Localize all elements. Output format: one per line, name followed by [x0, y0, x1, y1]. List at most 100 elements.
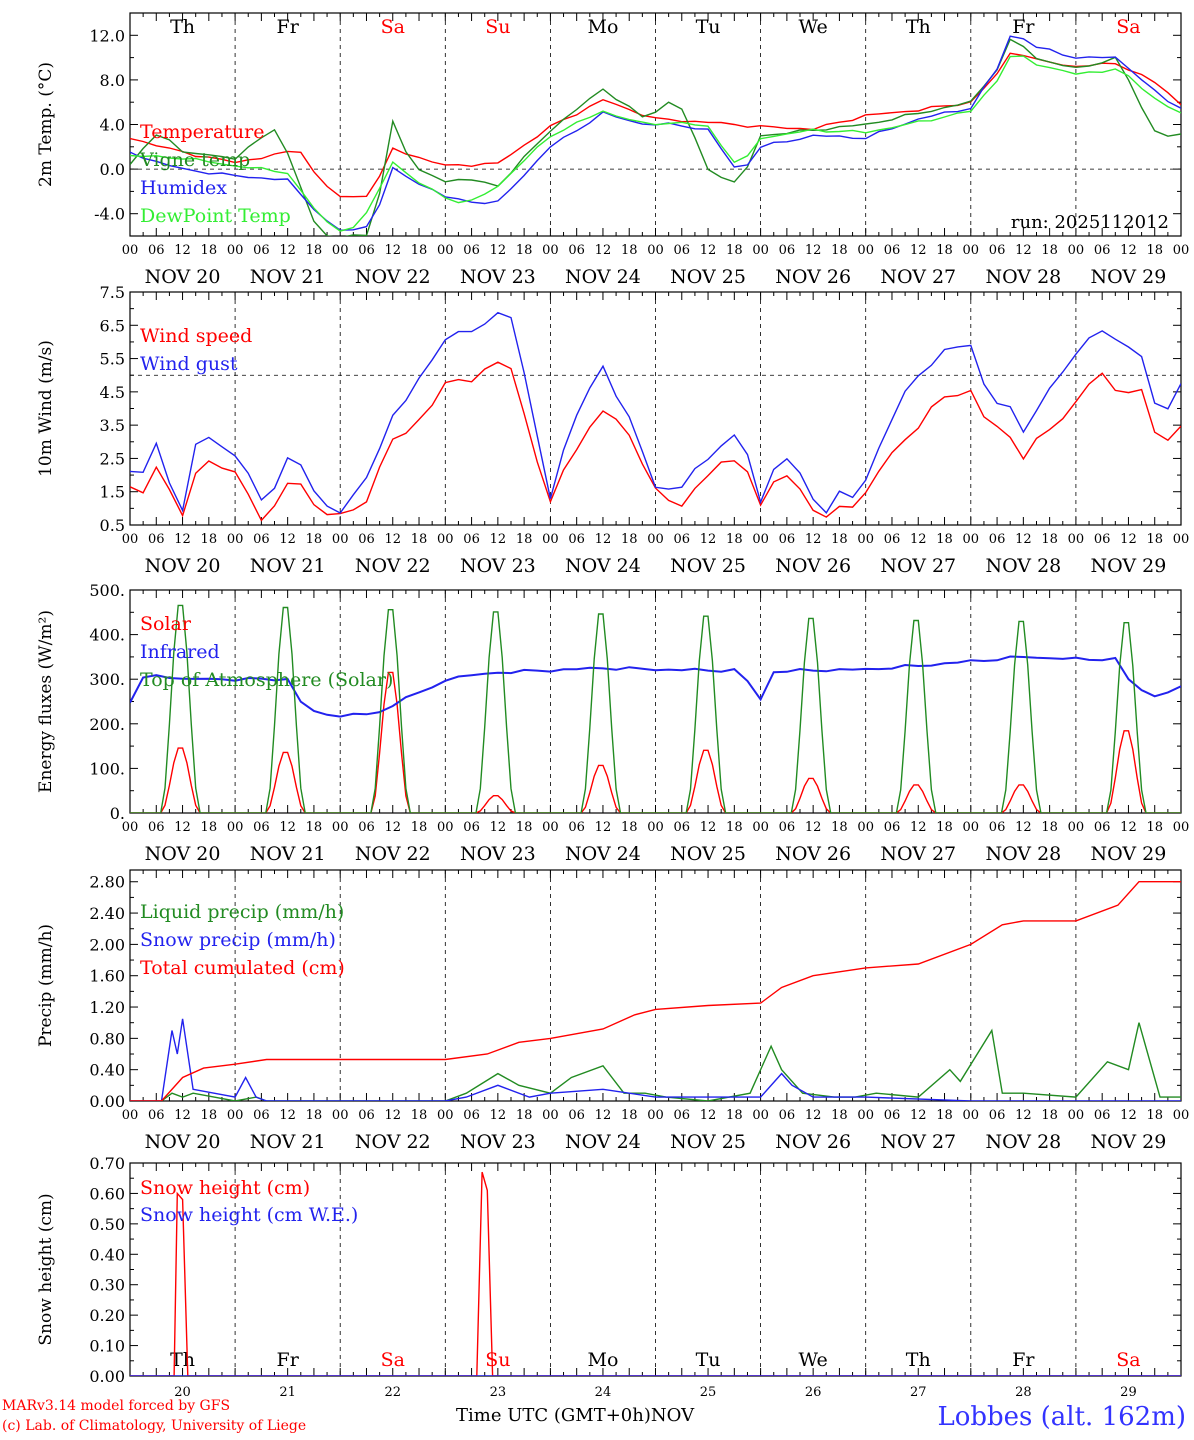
hour-label: 00 — [437, 820, 454, 835]
hour-label: 00 — [437, 243, 454, 258]
date-label: NOV 27 — [880, 266, 956, 288]
hour-label: 18 — [726, 820, 743, 835]
date-label: NOV 27 — [880, 555, 956, 577]
hour-label: 00 — [542, 820, 559, 835]
hour-label: 18 — [306, 1108, 323, 1123]
weekday-label: Th — [906, 1349, 931, 1371]
hour-label: 18 — [201, 532, 218, 547]
hour-label: 18 — [516, 1108, 533, 1123]
hour-label: 12 — [1015, 820, 1032, 835]
weekday-label: Su — [485, 16, 510, 38]
hour-label: 00 — [963, 1108, 980, 1123]
panel-temp: -4.0 0.0 4.0 8.0 12.0 2m Temp. (°C) 00 06 12 18 NO… — [36, 12, 1190, 288]
y-tick-label: 7.5 — [100, 283, 125, 302]
hour-label: 00 — [122, 532, 139, 547]
hour-label: 00 — [963, 532, 980, 547]
hour-label: 12 — [910, 820, 927, 835]
y-tick-label: 2.40 — [89, 904, 125, 923]
y-tick-label: 3.5 — [100, 416, 125, 435]
day-number-label: 27 — [910, 1385, 927, 1398]
hour-label: 06 — [148, 243, 165, 258]
y-tick-label: 0.00 — [89, 1367, 125, 1386]
date-label: NOV 28 — [985, 266, 1061, 288]
series-line-energy-2 — [130, 604, 1181, 813]
y-tick-label: 0.80 — [89, 1029, 125, 1048]
hour-label: 18 — [831, 243, 848, 258]
hour-label: 06 — [253, 532, 270, 547]
weekday-label: Sa — [381, 16, 405, 38]
date-label: NOV 29 — [1091, 1131, 1167, 1153]
hour-label: 12 — [279, 243, 296, 258]
hour-label: 00 — [227, 532, 244, 547]
hour-label: 12 — [595, 1108, 612, 1123]
y-axis-label: Precip (mm/h) — [36, 924, 56, 1047]
hour-label: 18 — [1041, 532, 1058, 547]
hour-label: 06 — [884, 243, 901, 258]
legend-entry: Snow height (cm) — [140, 1177, 310, 1199]
date-label: NOV 20 — [145, 1131, 221, 1153]
date-label: NOV 24 — [565, 1131, 641, 1153]
date-label: NOV 28 — [985, 1131, 1061, 1153]
panel-precip: 0.00 0.40 0.80 1.20 1.60 2.00 2.40 2.80 Precip (… — [36, 869, 1189, 1153]
hour-label: 06 — [253, 243, 270, 258]
legend-entry: Liquid precip (mm/h) — [140, 901, 344, 923]
hour-label: 06 — [1094, 820, 1111, 835]
day-number-label: 29 — [1120, 1385, 1137, 1398]
weekday-label: Sa — [1116, 16, 1140, 38]
y-tick-label: 6.5 — [100, 316, 125, 335]
hour-label: 18 — [726, 532, 743, 547]
y-tick-label: 1.20 — [89, 998, 125, 1017]
date-label: NOV 29 — [1091, 843, 1167, 865]
hour-label: 12 — [279, 532, 296, 547]
hour-label: 12 — [595, 243, 612, 258]
y-axis-label: Snow height (cm) — [36, 1193, 56, 1345]
date-label: NOV 23 — [460, 555, 536, 577]
series-line-precip-0 — [130, 1022, 1181, 1101]
y-tick-label: 0.30 — [89, 1276, 125, 1295]
hour-label: 00 — [1068, 1108, 1085, 1123]
hour-label: 06 — [463, 820, 480, 835]
hour-label: 18 — [936, 820, 953, 835]
hour-label: 12 — [1120, 820, 1137, 835]
hour-label: 06 — [779, 532, 796, 547]
panel-energy: 0. 100. 200. 300. 400. 500. Energy fluxes (W/m… — [36, 581, 1189, 865]
x-axis-title: Time UTC (GMT+0h)NOV — [456, 1405, 694, 1426]
hour-label: 00 — [227, 1108, 244, 1123]
y-tick-label: 2.5 — [100, 449, 125, 468]
hour-label: 06 — [358, 1108, 375, 1123]
hour-label: 06 — [568, 532, 585, 547]
day-number-label: 21 — [279, 1385, 296, 1398]
legend-entry: Wind speed — [140, 325, 252, 347]
panel-snow: 0.00 0.10 0.20 0.30 0.40 0.50 0.60 0.70 Snow hei… — [36, 1154, 1182, 1398]
date-label: NOV 25 — [670, 266, 746, 288]
hour-label: 12 — [384, 243, 401, 258]
legend-entry: Vigne temp — [139, 149, 250, 171]
series-line-wind-0 — [130, 361, 1181, 522]
date-label: NOV 25 — [670, 555, 746, 577]
hour-label: 12 — [1120, 1108, 1137, 1123]
hour-label: 06 — [463, 1108, 480, 1123]
date-label: NOV 24 — [565, 555, 641, 577]
hour-label: 12 — [490, 243, 507, 258]
hour-label: 00 — [857, 1108, 874, 1123]
date-label: NOV 26 — [775, 555, 851, 577]
hour-label: 00 — [752, 532, 769, 547]
hour-label: 00 — [542, 532, 559, 547]
hour-label: 06 — [779, 1108, 796, 1123]
legend-entry: Temperature — [140, 121, 264, 143]
day-number-label: 20 — [174, 1385, 191, 1398]
hour-label: 00 — [857, 532, 874, 547]
legend-entry: DewPoint Temp — [140, 205, 291, 227]
hour-label: 12 — [174, 243, 191, 258]
series-line-snow-0 — [130, 1171, 1181, 1376]
weekday-label: Fr — [277, 16, 300, 38]
hour-label: 12 — [1015, 243, 1032, 258]
hour-label: 00 — [1068, 532, 1085, 547]
hour-label: 00 — [227, 243, 244, 258]
y-tick-label: 2.80 — [89, 873, 125, 892]
hour-label: 12 — [805, 532, 822, 547]
date-label: NOV 21 — [250, 555, 326, 577]
legend-entry: Snow precip (mm/h) — [140, 929, 336, 951]
hour-label: 00 — [122, 243, 139, 258]
hour-label: 00 — [1173, 243, 1190, 258]
